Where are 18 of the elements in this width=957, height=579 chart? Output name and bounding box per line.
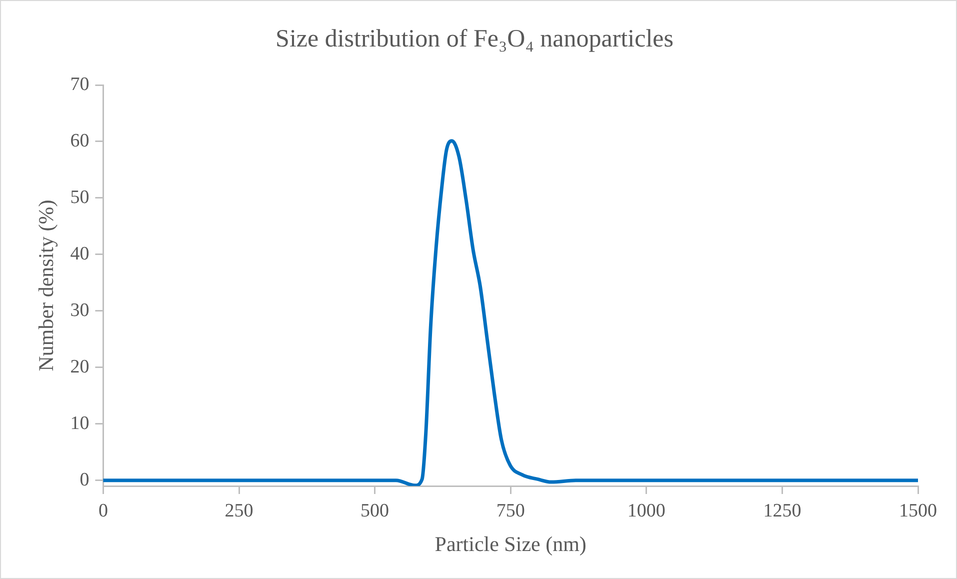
- x-tick-label: 1250: [763, 500, 802, 522]
- y-tick-label: 70: [70, 74, 90, 95]
- x-tick-label: 1000: [627, 500, 666, 522]
- x-tick-label: 250: [224, 500, 254, 522]
- x-tick-label: 500: [360, 500, 390, 522]
- y-tick-label: 40: [70, 243, 90, 264]
- y-tick-label: 60: [70, 130, 90, 152]
- y-tick-label: 50: [70, 186, 90, 208]
- x-tick-label: 750: [496, 500, 525, 522]
- x-tick-label: 1500: [899, 500, 937, 522]
- x-tick-label: 0: [98, 500, 108, 522]
- chart-title: Size distribution of Fe₃O₄ nanoparticles: [276, 26, 674, 53]
- y-tick-label: 0: [80, 469, 90, 490]
- x-axis-title: Particle Size (nm): [434, 532, 586, 556]
- y-tick-label: 30: [70, 300, 90, 321]
- y-tick-label: 10: [70, 412, 90, 434]
- y-tick-label: 20: [70, 356, 90, 378]
- y-axis-title: Number density (%): [34, 200, 58, 372]
